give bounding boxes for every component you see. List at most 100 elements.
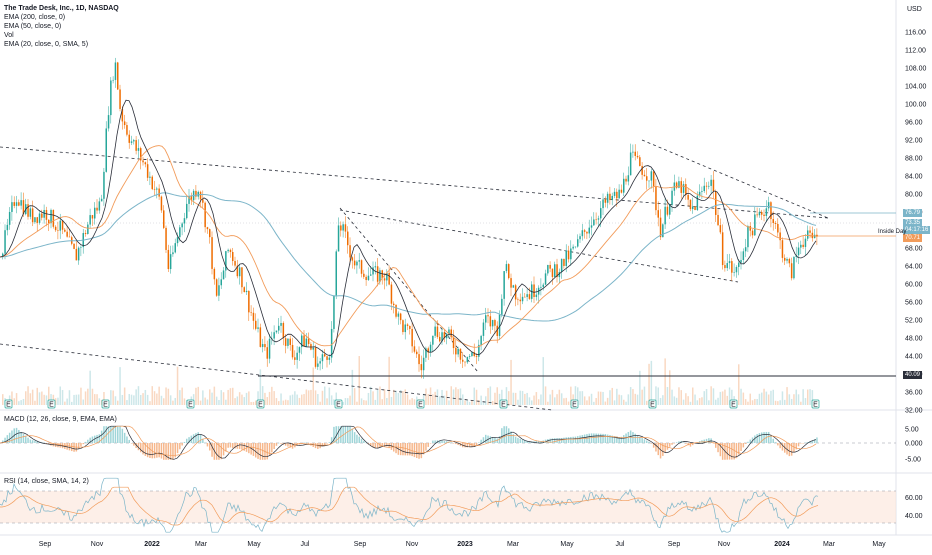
indicator-ema50[interactable]: EMA (50, close, 0) bbox=[4, 23, 62, 30]
candle-body bbox=[675, 182, 678, 188]
volume-bar bbox=[436, 389, 439, 405]
macd-histogram-bar bbox=[788, 443, 791, 457]
volume-bar bbox=[135, 389, 137, 405]
macd-histogram-bar bbox=[740, 443, 742, 451]
rsi-label[interactable]: RSI (14, close, SMA, 14, 2) bbox=[4, 478, 89, 485]
volume-bar bbox=[167, 388, 170, 405]
currency-label: USD bbox=[907, 6, 922, 13]
price-axis-label: 60.00 bbox=[905, 282, 923, 289]
macd-histogram-bar bbox=[192, 434, 195, 443]
volume-bar bbox=[687, 396, 689, 405]
volume-bar bbox=[797, 394, 800, 405]
volume-bar bbox=[441, 389, 443, 405]
volume-bar bbox=[593, 401, 595, 405]
earnings-marker bbox=[4, 399, 13, 409]
candle-body bbox=[197, 191, 199, 197]
volume-bar bbox=[222, 392, 225, 405]
volume-bar bbox=[112, 390, 114, 405]
trendline-drop bbox=[339, 207, 479, 373]
rsi-band bbox=[0, 491, 896, 523]
candle-body bbox=[761, 211, 763, 215]
macd-histogram-bar bbox=[650, 443, 653, 444]
macd-histogram-bar bbox=[441, 440, 443, 443]
price-axis-label: 88.00 bbox=[905, 156, 923, 163]
candle-body bbox=[209, 229, 211, 238]
macd-histogram-bar bbox=[800, 443, 802, 444]
macd-histogram-bar bbox=[326, 443, 328, 444]
volume-bar bbox=[383, 389, 386, 405]
volume-bar bbox=[98, 398, 101, 405]
symbol-title[interactable]: The Trade Desk, Inc., 1D, NASDAQ bbox=[4, 5, 119, 12]
candle-body bbox=[687, 194, 689, 200]
candle-body bbox=[478, 344, 480, 357]
time-axis-label: May bbox=[872, 541, 886, 548]
macd-histogram-bar bbox=[119, 426, 121, 443]
volume-bar bbox=[280, 393, 282, 405]
macd-histogram-bar bbox=[535, 441, 538, 443]
volume-bar bbox=[556, 394, 558, 405]
candle-body bbox=[220, 279, 222, 286]
macd-histogram-bar bbox=[176, 443, 179, 454]
volume-bar bbox=[27, 386, 29, 405]
volume-bar bbox=[567, 401, 570, 405]
candle-body bbox=[721, 232, 724, 266]
macd-histogram-bar bbox=[271, 443, 273, 453]
macd-histogram-bar bbox=[160, 443, 163, 459]
volume-bar bbox=[114, 396, 117, 405]
indicator-ema200[interactable]: EMA (200, close, 0) bbox=[4, 14, 66, 21]
macd-histogram-bar bbox=[206, 443, 209, 447]
macd-histogram-bar bbox=[703, 439, 705, 443]
volume-bar bbox=[602, 391, 604, 405]
candle-body bbox=[754, 214, 756, 236]
candle-body bbox=[301, 335, 303, 348]
macd-label[interactable]: MACD (12, 26, close, 9, EMA, EMA) bbox=[4, 416, 117, 423]
macd-histogram-bar bbox=[807, 442, 809, 443]
macd-histogram-bar bbox=[756, 434, 758, 443]
candle-body bbox=[733, 272, 735, 273]
candle-body bbox=[372, 267, 374, 275]
volume-bar bbox=[317, 394, 319, 405]
volume-bar bbox=[321, 390, 324, 405]
volume-bar bbox=[616, 388, 618, 405]
macd-histogram-bar bbox=[209, 443, 211, 451]
macd-histogram-bar bbox=[404, 443, 406, 456]
candle-body bbox=[797, 247, 800, 256]
candle-body bbox=[526, 294, 528, 297]
macd-histogram-bar bbox=[468, 443, 471, 448]
macd-histogram-bar bbox=[390, 443, 393, 450]
time-axis-label: Nov bbox=[718, 541, 731, 548]
candle-body bbox=[620, 189, 623, 193]
macd-histogram-bar bbox=[521, 439, 524, 443]
volume-bar bbox=[179, 390, 181, 405]
volume-bar bbox=[751, 400, 754, 405]
indicator-vol[interactable]: Vol bbox=[4, 32, 14, 39]
volume-bar bbox=[717, 397, 719, 405]
candle-body bbox=[390, 284, 393, 304]
candle-body bbox=[365, 276, 367, 281]
volume-bar bbox=[301, 394, 303, 405]
macd-histogram-bar bbox=[103, 426, 105, 443]
volume-bar bbox=[485, 396, 487, 405]
volume-bar bbox=[763, 388, 765, 405]
candle-body bbox=[287, 338, 289, 346]
candle-body bbox=[250, 312, 252, 313]
indicator-ema20[interactable]: EMA (20, close, 0, SMA, 5) bbox=[4, 41, 89, 48]
candle-body bbox=[4, 230, 6, 254]
macd-histogram-bar bbox=[560, 438, 563, 443]
price-axis-label: 96.00 bbox=[905, 120, 923, 127]
volume-bar bbox=[29, 393, 32, 405]
price-axis-label: 64.00 bbox=[905, 264, 923, 271]
macd-histogram-bar bbox=[202, 438, 204, 443]
candle-body bbox=[788, 258, 791, 264]
trendline-recent bbox=[641, 139, 829, 219]
volume-bar bbox=[84, 391, 87, 405]
candle-body bbox=[188, 196, 190, 204]
inside-day-annotation[interactable]: Inside Day bbox=[878, 229, 907, 235]
macd-histogram-bar bbox=[646, 440, 648, 443]
macd-histogram-bar bbox=[659, 443, 662, 459]
volume-bar bbox=[666, 387, 669, 405]
candle-body bbox=[800, 244, 802, 248]
candle-body bbox=[381, 270, 383, 279]
